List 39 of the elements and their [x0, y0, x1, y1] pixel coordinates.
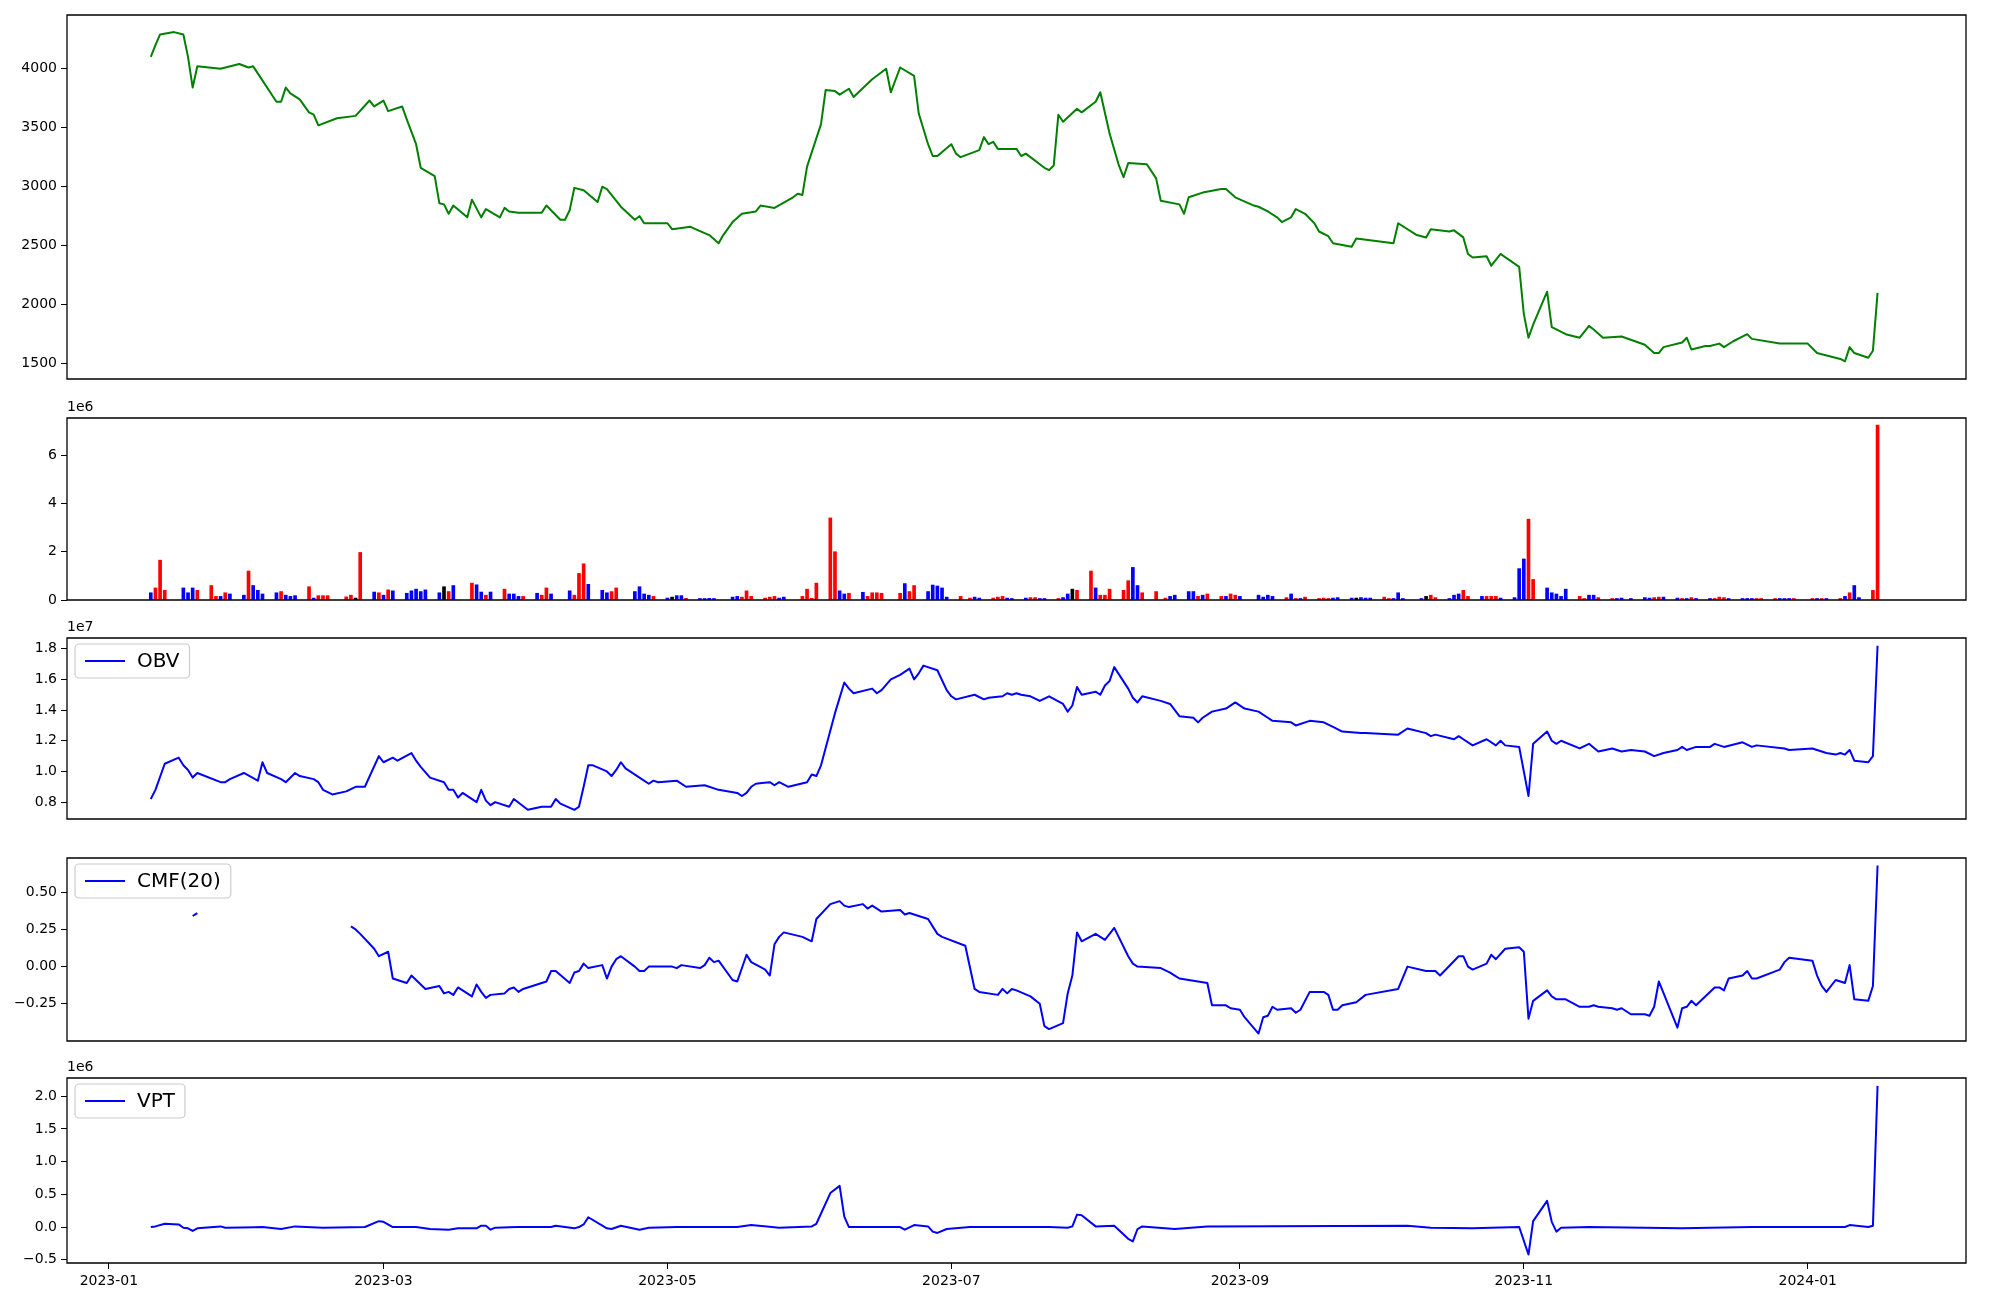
y-tick-label: 4000: [21, 59, 57, 76]
y-tick-label: 3000: [21, 177, 57, 194]
y-tick-label: 0.5: [34, 1185, 57, 1201]
y-tick-label: 1.6: [34, 670, 58, 687]
y-tick-label: 0.8: [34, 792, 57, 809]
y-tick-label: 0.0: [34, 1217, 57, 1234]
y-tick-label: 1.0: [34, 762, 57, 779]
x-tick-label: 2023-03: [354, 1272, 413, 1289]
x-tick-label: 2024-01: [1778, 1272, 1837, 1289]
y-tick-label: 1.4: [34, 700, 58, 717]
y-tick-label: 2.0: [34, 1086, 57, 1103]
y-tick-label: 1.0: [34, 1152, 57, 1169]
y-tick-label: −0.5: [23, 1250, 57, 1267]
y-tick-label: 6: [48, 445, 58, 462]
y-tick-label: 0.00: [25, 957, 57, 974]
x-tick-label: 2023-07: [922, 1272, 981, 1289]
y-tick-label: 0: [48, 590, 57, 607]
x-tick-label: 2023-01: [79, 1272, 139, 1289]
x-tick-label: 2023-11: [1494, 1272, 1554, 1289]
y-tick-label: 3500: [21, 118, 57, 135]
y-tick-label: 1500: [21, 354, 57, 371]
text: 1e7: [67, 617, 94, 634]
y-tick-label: −0.25: [14, 994, 57, 1011]
x-tick-label: 2023-05: [638, 1272, 697, 1289]
y-tick-label: 2000: [21, 295, 57, 312]
x-tick-label: 2023-09: [1210, 1272, 1270, 1289]
text: 1e6: [67, 1057, 94, 1074]
legend-label: OBV: [137, 648, 180, 673]
text: 1e6: [67, 397, 94, 414]
y-tick-label: 0.25: [25, 920, 57, 937]
legend-label: VPT: [137, 1088, 176, 1113]
legend-label: CMF(20): [137, 868, 221, 893]
y-tick-label: 0.50: [25, 882, 57, 899]
y-tick-label: 1.8: [34, 639, 57, 656]
y-tick-label: 4: [48, 494, 58, 511]
y-tick-label: 1.5: [34, 1119, 57, 1136]
y-tick-label: 2: [48, 542, 57, 559]
y-tick-label: 1.2: [34, 731, 57, 748]
y-tick-label: 2500: [21, 236, 57, 253]
